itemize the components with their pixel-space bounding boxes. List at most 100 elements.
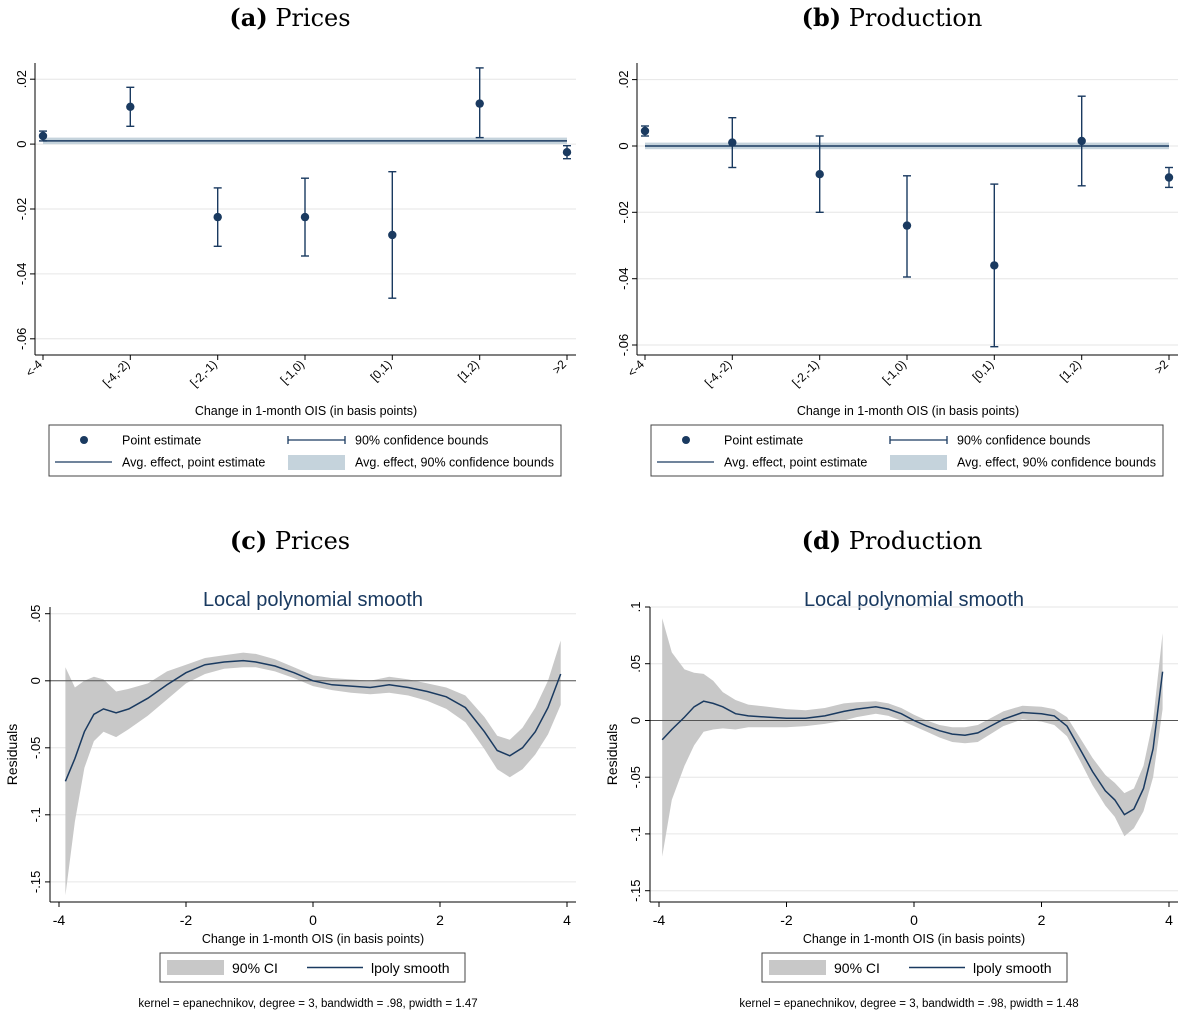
panel-title: Production (849, 527, 983, 555)
x-tick-label: 4 (563, 912, 571, 928)
point-estimate (213, 212, 222, 222)
smooth-line (661, 671, 1164, 816)
x-tick-label: 2 (1038, 912, 1046, 928)
panel-title: Prices (275, 527, 350, 555)
x-tick-label: >2 (1152, 357, 1172, 377)
x-tick-label: [-1,0) (879, 357, 909, 387)
y-tick-label: -.04 (616, 267, 631, 289)
y-tick-label: -.05 (628, 766, 643, 788)
y-tick-label: -.02 (14, 198, 29, 220)
y-tick-label: .05 (28, 605, 43, 623)
y-tick-label: .02 (14, 70, 29, 88)
x-tick-label: 2 (436, 912, 444, 928)
point-estimate (388, 230, 397, 240)
legend-ci-label: 90% CI (232, 960, 278, 976)
x-tick-label: <-4 (23, 357, 46, 380)
y-tick-label: -.15 (628, 879, 643, 901)
kernel-note: kernel = epanechnikov, degree = 3, bandw… (739, 998, 1078, 1010)
panel-title: Production (849, 4, 983, 32)
legend-smooth-label: lpoly smooth (973, 960, 1052, 976)
x-tick-label: [-2,-1) (187, 357, 220, 390)
x-tick-label: [-1,0) (277, 357, 307, 387)
panel-d-production-smooth: (d) Production Local polynomial smooth .1.… (604, 526, 1178, 1010)
y-tick-label: .1 (628, 602, 643, 613)
y-tick-label: -.1 (28, 807, 43, 822)
panel-label: (d) (802, 526, 842, 555)
x-tick-label: >2 (550, 357, 570, 377)
panel-caption: (c) Prices (230, 526, 350, 555)
panel-caption-space (841, 527, 849, 555)
y-tick-label: .05 (628, 655, 643, 673)
legend-avg-band-swatch (890, 455, 947, 470)
x-tick-label: [-4,-2) (100, 357, 133, 390)
panel-c-prices-smooth: (c) Prices Local polynomial smooth .05 0 -.0… (4, 526, 576, 1010)
point-estimate (38, 131, 48, 141)
legend-ci-label: 90% CI (834, 960, 880, 976)
x-tick-label: -2 (180, 912, 193, 928)
panel-label: (b) (802, 3, 842, 32)
point-estimate (475, 99, 484, 108)
point-estimate (902, 221, 912, 230)
kernel-note: kernel = epanechnikov, degree = 3, bandw… (138, 998, 477, 1010)
x-axis-label: Change in 1-month OIS (in basis points) (797, 404, 1019, 418)
x-tick-label: [-2,-1) (789, 357, 822, 390)
chart-title: Local polynomial smooth (804, 589, 1024, 611)
point-estimate (300, 212, 310, 222)
x-tick-label: -2 (780, 912, 793, 928)
legend-avg-line-label: Avg. effect, point estimate (122, 456, 265, 470)
legend-point-label: Point estimate (724, 434, 803, 448)
x-tick-label: -4 (53, 912, 66, 928)
point-estimate (815, 170, 824, 179)
legend-ci-swatch (167, 960, 224, 975)
panel-label: (c) (230, 526, 267, 555)
legend-point-swatch (682, 436, 690, 444)
point-estimate (990, 261, 999, 270)
x-tick-label: 0 (910, 912, 918, 928)
smooth-line (64, 659, 562, 782)
x-axis-label: Change in 1-month OIS (in basis points) (195, 404, 417, 418)
panel-caption-space (267, 527, 275, 555)
legend-ci-label: 90% confidence bounds (957, 434, 1090, 448)
x-tick-label: [1,2) (1057, 357, 1084, 384)
ci-band (662, 618, 1163, 857)
y-tick-label: -.04 (14, 263, 29, 285)
y-tick-label: 0 (28, 677, 43, 684)
x-tick-label: [-4,-2) (702, 357, 735, 390)
legend-point-swatch (80, 436, 88, 444)
x-axis-label: Change in 1-month OIS (in basis points) (202, 932, 424, 946)
legend-avg-band-label: Avg. effect, 90% confidence bounds (957, 456, 1156, 470)
y-tick-label: 0 (628, 717, 643, 724)
x-tick-label: [1,2) (455, 357, 482, 384)
y-tick-label: -.06 (616, 334, 631, 356)
y-tick-label: 0 (616, 142, 631, 149)
y-axis-label: Residuals (4, 724, 20, 785)
ci-band (65, 640, 561, 896)
point-estimate (640, 126, 650, 136)
point-estimate (1164, 173, 1174, 182)
y-tick-label: -.15 (28, 871, 43, 893)
panel-caption: (d) Production (802, 526, 983, 555)
panel-a-prices: (a) Prices .02 0 -.02 -.04 -.06 <-4 [-4,-2) [-2,… (14, 3, 576, 477)
x-tick-label: <-4 (625, 357, 648, 380)
legend-ci-label: 90% confidence bounds (355, 434, 488, 448)
point-estimate (126, 102, 135, 112)
point-estimate (728, 138, 737, 147)
legend-avg-band-swatch (288, 455, 345, 470)
y-tick-label: -.05 (28, 737, 43, 759)
point-estimate (1077, 136, 1086, 146)
legend-smooth-label: lpoly smooth (371, 960, 450, 976)
panel-title: Prices (275, 4, 350, 32)
legend-avg-line-label: Avg. effect, point estimate (724, 456, 867, 470)
y-tick-label: -.02 (616, 201, 631, 223)
x-tick-label: 0 (309, 912, 317, 928)
panel-caption-space (268, 4, 276, 32)
y-tick-label: -.1 (628, 826, 643, 841)
x-tick-label: 4 (1165, 912, 1173, 928)
x-tick-label: [0,1) (970, 357, 997, 384)
y-tick-label: 0 (14, 140, 29, 147)
x-tick-label: [0,1) (368, 357, 395, 384)
x-axis-label: Change in 1-month OIS (in basis points) (803, 932, 1025, 946)
legend-ci-swatch (769, 960, 826, 975)
x-tick-label: -4 (653, 912, 666, 928)
